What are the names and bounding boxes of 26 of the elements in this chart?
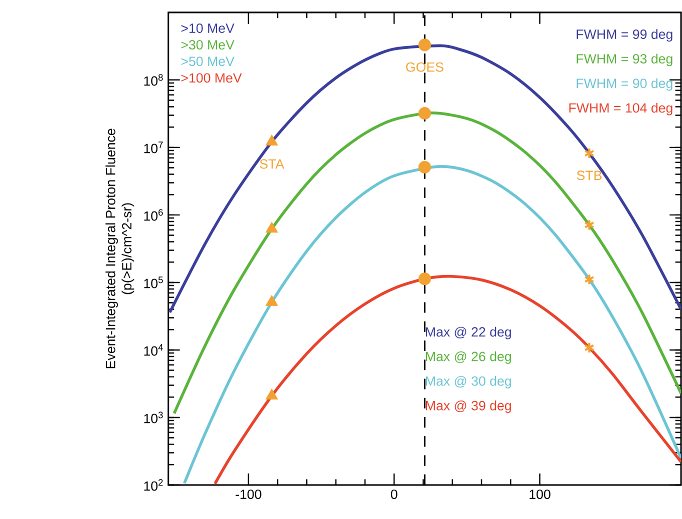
annotation: Max @ 26 deg: [426, 351, 511, 364]
annotation: Max @ 30 deg: [426, 376, 511, 388]
annotation: GOES: [406, 62, 444, 72]
y-tick-label: 10$^{2}$: [144, 478, 163, 491]
y-axis-title: Event-Integrated Integral Proton Fluence (p(>E)/cm^2-sr): [105, 128, 134, 368]
annotation: FWHM = 93 deg: [576, 54, 672, 66]
x-tick-label: -100: [236, 489, 262, 499]
y-tick-label: 10$^{8}$: [144, 74, 163, 86]
y-tick-label: 10$^{4}$: [144, 344, 163, 356]
y-tick-label: 10$^{5}$: [144, 276, 163, 288]
text: >30 MeV: [181, 40, 234, 50]
annotation: STA: [260, 159, 284, 169]
text: >100 MeV: [181, 73, 242, 82]
y-tick-label: 10$^{3}$: [144, 411, 163, 424]
annotation: FWHM = 99 deg: [576, 28, 672, 42]
y-tick-label: 10$^{6}$: [144, 208, 163, 221]
text: >50 MeV: [181, 56, 234, 66]
y-tick-label: 10$^{7}$: [144, 141, 163, 154]
annotation: FWHM = 90 deg: [576, 78, 672, 91]
x-tick-label: 0: [390, 489, 398, 499]
x-tick-label: 100: [530, 489, 550, 499]
text: >10 MeV: [181, 23, 234, 33]
annotation: FWHM = 104 deg: [569, 102, 672, 116]
annotation: STB: [576, 170, 602, 180]
annotation: Max @ 22 deg: [426, 326, 511, 340]
annotation: Max @ 39 deg: [426, 400, 511, 413]
